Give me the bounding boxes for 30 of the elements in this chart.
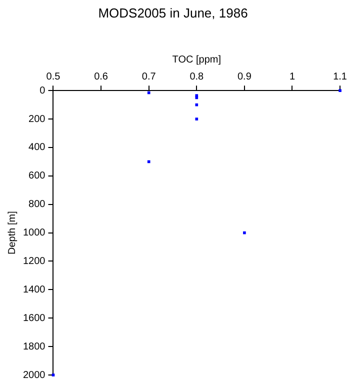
- point: [195, 96, 198, 100]
- x-tick-label: 1: [289, 71, 296, 82]
- y-tick-label: 1200: [22, 256, 46, 267]
- y-tick-label: 2000: [22, 370, 46, 381]
- y-tick-label: 0: [40, 85, 46, 96]
- y-tick-label: 400: [28, 142, 46, 154]
- y-tick-label: 800: [28, 199, 46, 210]
- y-tick-label: 1800: [22, 341, 46, 352]
- point: [338, 89, 342, 92]
- point: [147, 91, 150, 94]
- x-tick-label: 0.8: [190, 71, 204, 82]
- y-tick-label: 1600: [22, 312, 46, 324]
- point: [195, 103, 198, 106]
- point: [52, 374, 55, 376]
- y-axis-title: Depth [m]: [6, 210, 18, 254]
- point: [195, 118, 198, 120]
- y-tick-label: 600: [28, 170, 46, 182]
- y-tick-label: 1000: [22, 228, 46, 239]
- x-tick-label: 0.7: [142, 71, 156, 82]
- y-tick-label: 200: [28, 114, 46, 125]
- x-tick-label: 0.6: [94, 71, 108, 82]
- point: [243, 231, 246, 234]
- x-tick-label: 0.9: [237, 71, 252, 82]
- y-tick-label: 1400: [22, 284, 46, 296]
- point: [147, 160, 150, 164]
- chart-title: MODS2005 in June, 1986: [98, 5, 248, 20]
- x-axis-title: TOC [ppm]: [172, 54, 222, 66]
- x-tick-label: 1.1: [333, 71, 348, 82]
- point: [195, 94, 198, 97]
- x-tick-label: 0.5: [46, 71, 61, 82]
